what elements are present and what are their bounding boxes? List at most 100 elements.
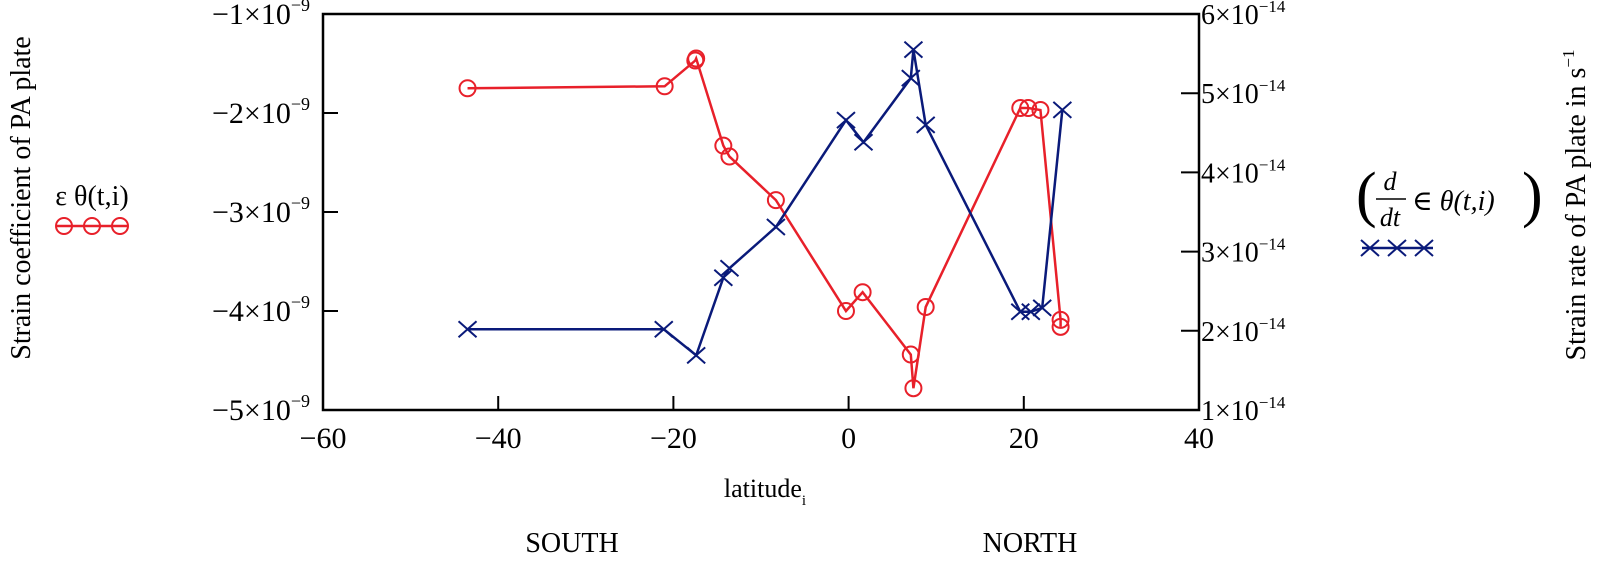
data-point bbox=[1019, 99, 1038, 118]
y-right-tick-mantissa: 4×10 bbox=[1201, 158, 1259, 189]
data-point bbox=[836, 111, 856, 129]
x-tick-label: 20 bbox=[1009, 422, 1039, 455]
y-right-tick-mantissa: 3×10 bbox=[1201, 238, 1259, 269]
legend-left-line bbox=[55, 217, 129, 235]
data-point bbox=[766, 218, 786, 236]
series-strain-rate bbox=[457, 40, 1073, 365]
series bbox=[457, 40, 1073, 398]
legend-right-denominator: dt bbox=[1380, 203, 1401, 232]
data-point bbox=[836, 302, 855, 320]
y-right-tick-mantissa: 1×10 bbox=[1201, 396, 1259, 427]
series-line bbox=[467, 55, 1062, 389]
plot-frame bbox=[321, 12, 1201, 412]
data-point bbox=[714, 136, 733, 155]
data-point bbox=[916, 298, 935, 317]
y-right-axis-label: Strain rate of PA plate in s−1 bbox=[1559, 49, 1592, 360]
data-point bbox=[903, 40, 924, 59]
north-label: NORTH bbox=[983, 528, 1078, 559]
y-right-tick-exponent: −14 bbox=[1259, 393, 1286, 412]
data-point bbox=[904, 379, 923, 398]
ticks: −60 −40 −20 0 20 40−1×10−9−2×10−9−3×10−9−4×10… bbox=[212, 0, 1286, 455]
y-right-tick-label: 4×10−14 bbox=[1201, 155, 1286, 189]
y-left-tick-mantissa: −2×10 bbox=[212, 97, 291, 130]
data-point bbox=[853, 283, 872, 302]
y-left-tick-exponent: −9 bbox=[291, 0, 310, 15]
x-axis-label-subscript: i bbox=[802, 493, 806, 509]
series-line bbox=[467, 49, 1064, 358]
y-left-tick-label: −1×10−9 bbox=[212, 0, 310, 31]
data-point bbox=[1052, 101, 1073, 119]
y-right-tick-mantissa: 2×10 bbox=[1201, 317, 1259, 348]
data-point bbox=[713, 268, 733, 287]
y-right-tick-label: 2×10−14 bbox=[1201, 314, 1286, 348]
y-right-axis-label-exp: −1 bbox=[1559, 49, 1578, 67]
legend-right-paren-close: ) bbox=[1522, 161, 1543, 229]
data-point bbox=[901, 69, 921, 87]
data-point bbox=[1031, 101, 1050, 120]
y-right-tick-exponent: −14 bbox=[1259, 155, 1286, 174]
data-point bbox=[1032, 299, 1052, 317]
y-right-tick-label: 5×10−14 bbox=[1201, 76, 1286, 110]
y-left-tick-label: −3×10−9 bbox=[212, 193, 310, 229]
y-left-tick-mantissa: −5×10 bbox=[212, 394, 291, 427]
x-tick-label: −40 bbox=[475, 422, 522, 455]
legend-left: ε θ(t,i) bbox=[55, 181, 129, 235]
data-point bbox=[1051, 317, 1070, 336]
legend-left-label: ε θ(t,i) bbox=[55, 181, 128, 212]
legend-right-paren-open: ( bbox=[1356, 161, 1377, 229]
y-right-tick-exponent: −14 bbox=[1259, 76, 1286, 95]
y-right-tick-mantissa: 5×10 bbox=[1201, 79, 1259, 110]
x-tick-label: −60 bbox=[300, 422, 347, 455]
legend-right-expression: ∈ θ(t,i) bbox=[1412, 186, 1495, 217]
data-point bbox=[686, 346, 706, 365]
y-left-tick-exponent: −9 bbox=[291, 94, 310, 114]
x-tick-label: 40 bbox=[1184, 422, 1214, 455]
legend-right-numerator: d bbox=[1384, 167, 1398, 196]
y-right-tick-label: 1×10−14 bbox=[1201, 393, 1286, 427]
y-right-tick-label: 3×10−14 bbox=[1201, 235, 1286, 269]
y-right-tick-label: 6×10−14 bbox=[1201, 0, 1286, 31]
legend-right-marker bbox=[1414, 239, 1434, 257]
series-strain-coefficient bbox=[458, 49, 1070, 398]
y-left-tick-exponent: −9 bbox=[291, 292, 310, 312]
legend-right-marker bbox=[1387, 239, 1407, 257]
x-tick-label: −20 bbox=[650, 422, 697, 455]
axes bbox=[321, 12, 1201, 412]
data-point bbox=[655, 77, 674, 96]
y-left-tick-exponent: −9 bbox=[291, 391, 310, 411]
legend-right: ( d dt ∈ θ(t,i) ) bbox=[1356, 161, 1543, 257]
legend-right-line bbox=[1360, 239, 1434, 257]
data-point bbox=[458, 79, 477, 98]
y-left-tick-label: −2×10−9 bbox=[212, 94, 310, 130]
data-point bbox=[719, 259, 740, 277]
data-point bbox=[853, 133, 874, 152]
south-label: SOUTH bbox=[525, 528, 618, 559]
x-axis-label-text: latitude bbox=[724, 474, 802, 503]
data-point bbox=[1021, 303, 1041, 321]
data-point bbox=[766, 191, 785, 210]
legend-right-marker bbox=[1360, 239, 1380, 257]
x-tick-label: 0 bbox=[841, 422, 856, 455]
data-point bbox=[654, 320, 674, 338]
y-left-tick-label: −5×10−9 bbox=[212, 391, 310, 427]
y-right-tick-exponent: −14 bbox=[1259, 235, 1286, 254]
y-right-tick-mantissa: 6×10 bbox=[1201, 0, 1259, 31]
data-point bbox=[687, 49, 706, 68]
y-right-tick-exponent: −14 bbox=[1259, 0, 1286, 16]
data-point bbox=[1051, 310, 1070, 329]
y-right-axis-label-text: Strain rate of PA plate in s bbox=[1561, 68, 1592, 361]
y-left-tick-label: −4×10−9 bbox=[212, 292, 310, 328]
y-left-axis-label: Strain coefficient of PA plate bbox=[6, 36, 37, 360]
y-left-tick-exponent: −9 bbox=[291, 193, 310, 213]
data-point bbox=[720, 147, 739, 166]
y-right-tick-exponent: −14 bbox=[1259, 314, 1286, 333]
data-point bbox=[1011, 99, 1030, 118]
y-left-tick-mantissa: −4×10 bbox=[212, 295, 291, 328]
data-point bbox=[916, 116, 936, 134]
y-left-tick-mantissa: −3×10 bbox=[212, 196, 291, 229]
data-point bbox=[457, 320, 478, 338]
legend-left-marker bbox=[111, 217, 129, 235]
legend-left-marker bbox=[55, 217, 73, 235]
legend-left-marker bbox=[83, 217, 101, 235]
